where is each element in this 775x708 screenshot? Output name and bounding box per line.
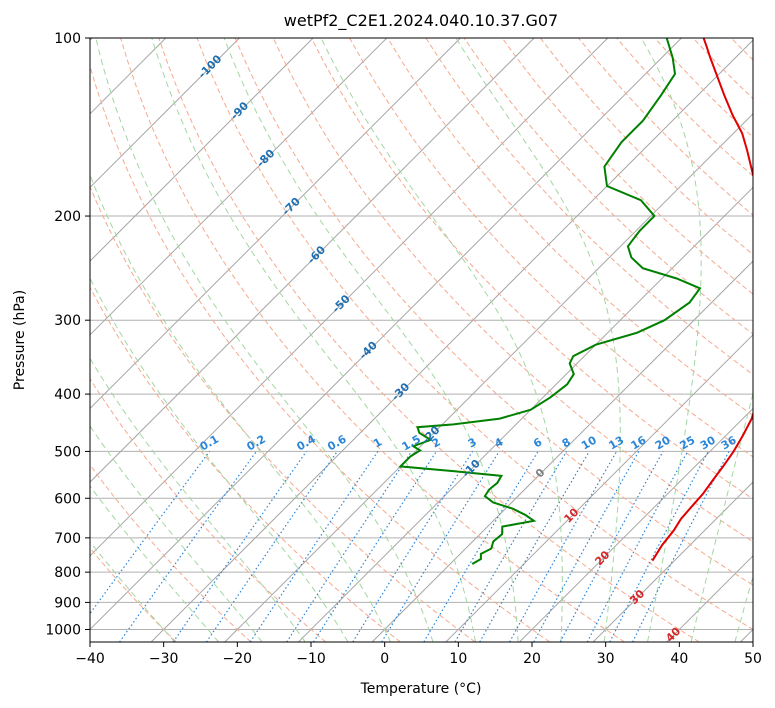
x-tick-label: −30 [149, 651, 179, 667]
x-tick-label: −40 [75, 651, 105, 667]
x-tick-label: 50 [744, 651, 762, 667]
y-tick-label: 700 [54, 531, 81, 547]
mixing-ratio-line [533, 451, 640, 642]
y-tick-label: 200 [54, 209, 81, 225]
isotherm-line [445, 334, 753, 642]
x-tick-label: 40 [670, 651, 688, 667]
dry-adiabat-line [90, 464, 252, 642]
isotherm-line [150, 39, 753, 642]
x-tick-label: 20 [523, 651, 541, 667]
chart-title: wetPf2_C2E1.2024.040.10.37.G07 [284, 11, 558, 31]
moist-adiabat-line [90, 485, 219, 642]
temperature-profile-line [651, 38, 753, 562]
mixing-ratio-line [381, 451, 500, 642]
dry-adiabat-line [90, 377, 327, 642]
mixing-ratio-line [286, 451, 413, 642]
moist-adiabat-line [90, 173, 392, 642]
moist-adiabat-line [320, 38, 563, 642]
y-tick-label: 800 [54, 565, 81, 581]
y-tick-label: 600 [54, 491, 81, 507]
dry-adiabat-line [90, 185, 476, 642]
moist-adiabat-line [640, 38, 702, 642]
mixing-ratio-line [205, 451, 338, 642]
isotherm-line [371, 260, 753, 642]
y-tick-label: 100 [54, 31, 81, 47]
dry-adiabat-line [310, 38, 753, 500]
isotherm-line [519, 407, 753, 642]
y-tick-label: 300 [54, 313, 81, 329]
mixing-ratio-line [509, 451, 618, 642]
dry-adiabat-line [425, 38, 753, 376]
isotherm-line [90, 38, 388, 336]
dry-adiabat-line [234, 38, 753, 586]
mixing-ratio-line [90, 451, 211, 615]
y-tick-label: 400 [54, 387, 81, 403]
dewpoint-profile-line [398, 38, 702, 565]
isotherm-line [90, 38, 535, 483]
y-axis-label: Pressure (hPa) [12, 290, 28, 390]
profiles [398, 38, 753, 565]
x-tick-label: −20 [223, 651, 253, 667]
x-tick-label: −10 [296, 651, 326, 667]
isotherm-line [90, 38, 461, 410]
x-tick-label: 30 [597, 651, 615, 667]
moist-adiabat-line [690, 391, 753, 642]
mixing-ratio-line [172, 451, 307, 642]
moist-adiabat-line [151, 38, 476, 642]
y-tick-label: 1000 [45, 622, 81, 638]
axis-ticks: −40 −30 −20 −10 0 10 20 30 40 50 100 200 300 400 500 60… [45, 31, 762, 667]
moist-adiabat-line [90, 425, 263, 642]
dry-adiabat-line [196, 38, 753, 631]
isotherm-line [224, 113, 753, 642]
dry-adiabat-line [90, 64, 551, 642]
dry-adiabat-line [387, 38, 753, 417]
y-tick-label: 500 [54, 444, 81, 460]
dry-adiabat-line [158, 38, 700, 642]
plot-frame [89, 37, 754, 643]
mixing-ratio-line [313, 451, 437, 642]
x-axis-label: Temperature (°C) [360, 681, 482, 697]
mixing-ratio-line [559, 451, 664, 642]
dry-adiabat-line [90, 547, 177, 642]
isotherm-line [90, 38, 609, 557]
moist-adiabat-line [90, 357, 306, 642]
isotherm-line [90, 38, 240, 189]
x-tick-label: 10 [449, 651, 467, 667]
isotherm-line [90, 38, 314, 262]
x-tick-label: 0 [380, 651, 389, 667]
moist-adiabat-line [90, 541, 176, 642]
mixing-ratio-line [249, 451, 379, 642]
moist-adiabat-line [90, 277, 349, 642]
dry-adiabat-line [120, 38, 625, 642]
mixing-ratio-line [632, 451, 730, 642]
moist-adiabat-line [223, 38, 519, 642]
y-tick-label: 900 [54, 595, 81, 611]
moist-adiabat-line [734, 574, 753, 642]
isotherm-line [592, 481, 753, 642]
mixing-ratio-line [119, 451, 257, 642]
background-grid [90, 38, 753, 642]
dry-adiabat-line [501, 38, 753, 295]
moist-adiabat-line [95, 38, 434, 642]
